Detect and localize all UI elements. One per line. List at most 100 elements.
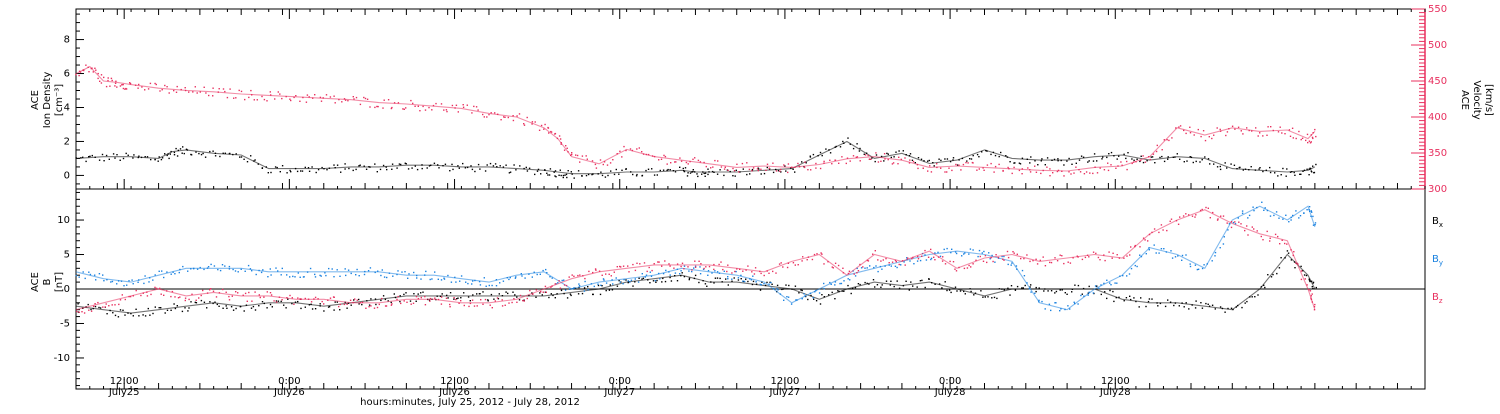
bottom-data-point (627, 280, 629, 282)
bottom-data-point (390, 301, 392, 304)
top-left-data-point (970, 158, 973, 160)
top-left-data-point (168, 157, 170, 160)
bottom-data-point (259, 296, 261, 299)
top-right-data-point (325, 94, 328, 96)
bottom-data-point (1264, 286, 1266, 289)
top-right-data-point (787, 163, 790, 165)
bottom-data-point (263, 302, 265, 305)
bottom-data-point (407, 277, 409, 279)
top-left-data-point (499, 165, 501, 167)
bottom-data-point (374, 298, 377, 300)
bottom-data-point (1315, 286, 1317, 289)
top-left-series-line (75, 140, 1316, 175)
bottom-data-point (616, 285, 619, 287)
bottom-data-point (1088, 291, 1090, 293)
top-right-data-point (159, 90, 161, 92)
bottom-data-point (1201, 267, 1204, 270)
bottom-data-point (237, 292, 239, 294)
top-right-data-point (176, 85, 178, 88)
top-right-data-point (550, 130, 552, 133)
top-left-data-point (1009, 161, 1011, 163)
bottom-ylabel-3: [nT] (54, 272, 65, 292)
bottom-data-point (847, 278, 849, 280)
bottom-data-point (716, 277, 719, 279)
bottom-data-point (1066, 293, 1068, 295)
top-right-data-point (1107, 169, 1110, 172)
bottom-data-point (382, 295, 385, 297)
bottom-data-point (269, 303, 272, 306)
bottom-data-point (536, 273, 538, 276)
top-left-data-point (739, 171, 741, 173)
bottom-data-point (854, 275, 857, 277)
top-right-data-point (724, 166, 726, 168)
top-left-data-point (1096, 160, 1098, 162)
top-right-data-point (689, 160, 691, 163)
top-left-data-point (946, 158, 949, 160)
bottom-data-point (1309, 290, 1312, 292)
bottom-data-point (1199, 209, 1202, 212)
bottom-data-point (501, 305, 504, 307)
top-left-data-point (471, 168, 474, 171)
bottom-data-point (1016, 268, 1018, 270)
top-left-data-point (544, 169, 546, 171)
top-right-data-point (1092, 172, 1094, 175)
top-left-data-point (562, 174, 565, 177)
top-right-data-point (1013, 166, 1015, 169)
bottom-data-point (773, 287, 775, 290)
bottom-data-point (1145, 305, 1147, 308)
bottom-data-point (1267, 274, 1269, 276)
bottom-data-point (1312, 224, 1315, 226)
bottom-data-point (154, 306, 156, 308)
top-left-data-point (1063, 164, 1065, 166)
bottom-data-point (1039, 259, 1041, 262)
top-right-data-point (1029, 169, 1031, 171)
top-right-data-point (369, 106, 371, 108)
bottom-data-point (622, 265, 625, 267)
top-right-data-point (295, 95, 297, 97)
bottom-data-point (714, 277, 717, 279)
top-right-data-point (675, 161, 677, 163)
bottom-data-point (601, 274, 603, 276)
bottom-data-point (78, 311, 80, 313)
top-left-data-point (428, 165, 431, 167)
bottom-data-point (662, 277, 664, 280)
top-left-data-point (88, 156, 90, 158)
top-left-data-point (396, 167, 398, 169)
bottom-data-point (128, 295, 130, 298)
bottom-series-0 (75, 250, 1317, 318)
bottom-data-point (722, 268, 724, 271)
top-left-data-point (398, 163, 401, 165)
bottom-data-point (188, 307, 190, 309)
bottom-data-point (1123, 300, 1125, 302)
bottom-data-point (719, 277, 721, 280)
bottom-data-point (919, 280, 922, 282)
top-right-data-point (88, 71, 90, 73)
top-right-data-point (1257, 135, 1259, 137)
bottom-data-point (350, 304, 352, 306)
top-left-data-point (1026, 158, 1028, 160)
top-left-data-point (359, 164, 361, 166)
top-left-data-point (1250, 166, 1252, 168)
bottom-data-point (563, 292, 565, 295)
top-right-data-point (343, 98, 346, 100)
top-right-data-point (543, 128, 545, 130)
bottom-data-point (258, 294, 260, 296)
bottom-data-point (668, 271, 670, 273)
bottom-data-point (1260, 286, 1263, 288)
bottom-data-point (1035, 258, 1037, 260)
x-tick-time-label: 12:00 (1101, 376, 1130, 387)
top-left-ylabel-line3: [cm⁻³] (54, 84, 65, 116)
bottom-data-point (116, 283, 118, 285)
bottom-data-point (198, 297, 200, 299)
top-left-data-point (144, 156, 146, 158)
top-right-data-point (1179, 125, 1182, 127)
bottom-data-point (584, 277, 586, 280)
bottom-data-point (563, 284, 566, 286)
bottom-data-point (752, 275, 754, 277)
top-right-data-point (79, 71, 82, 73)
x-tick-date-label: July27 (603, 387, 635, 398)
bottom-data-point (77, 303, 79, 305)
bottom-data-point (727, 278, 729, 280)
top-series (75, 64, 1317, 179)
